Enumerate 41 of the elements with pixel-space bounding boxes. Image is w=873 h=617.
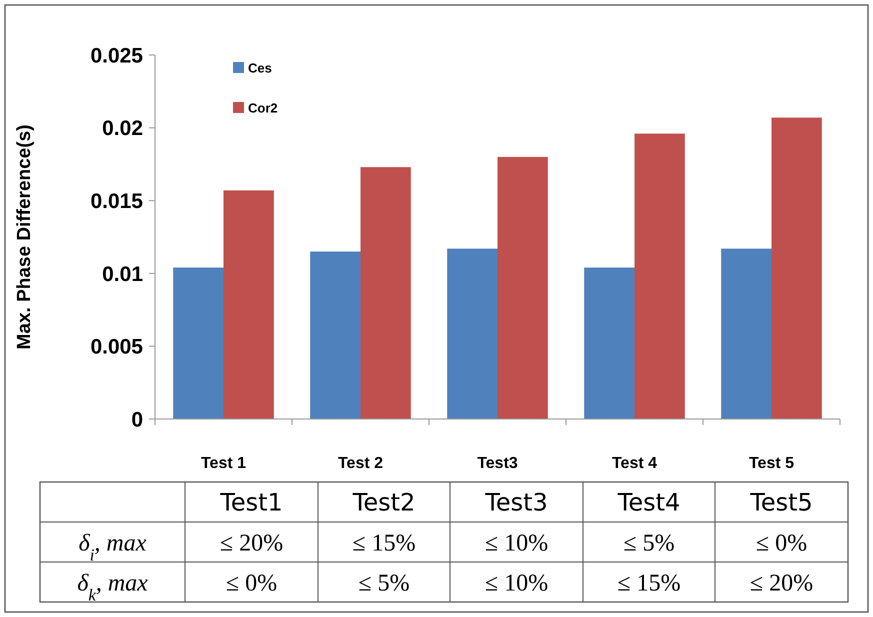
- x-tick-label: Test 2: [338, 455, 384, 472]
- x-tick-label: Test 5: [748, 455, 794, 472]
- text: Test5: [749, 488, 813, 516]
- bar: [310, 252, 360, 419]
- bar: [772, 118, 822, 419]
- text: δ$_{k}$, max: [77, 570, 148, 604]
- text: δ$_{i}$, max: [78, 530, 147, 564]
- y-tick-label: 0.005: [90, 336, 144, 359]
- text: ≤ 0%: [756, 530, 808, 556]
- text: ≤ 10%: [484, 530, 548, 556]
- text: ≤ 20%: [220, 530, 284, 556]
- y-tick-label: 0.01: [102, 262, 144, 286]
- x-tick-label: Test 4: [612, 455, 658, 472]
- x-tick-label: Test 1: [200, 455, 246, 472]
- legend-label: Ces: [248, 60, 272, 76]
- text: Test3: [484, 488, 548, 516]
- y-tick-label: 0: [131, 408, 143, 432]
- text: ≤ 10%: [484, 570, 548, 596]
- y-tick-label: 0.015: [90, 190, 144, 213]
- text: Test2: [352, 488, 416, 516]
- text: Test1: [219, 488, 283, 516]
- legend-label: Cor2: [248, 100, 278, 116]
- bar: [173, 268, 224, 419]
- text: ≤ 15%: [617, 570, 681, 596]
- bar: [584, 268, 634, 419]
- text: ≤ 15%: [352, 530, 416, 556]
- text: ≤ 5%: [358, 570, 410, 596]
- text: ≤ 20%: [750, 570, 814, 596]
- y-tick-label: 0.02: [102, 117, 143, 140]
- bar: [224, 190, 274, 419]
- bar: [721, 248, 772, 419]
- bar: [634, 134, 685, 419]
- text: Test4: [616, 488, 680, 516]
- bar: [360, 167, 411, 419]
- bar: [498, 156, 548, 419]
- text: ≤ 5%: [623, 530, 675, 556]
- y-axis-title: Max. Phase Difference(s): [14, 124, 35, 350]
- x-tick-label: Test3: [477, 455, 518, 472]
- bar: [447, 248, 498, 419]
- y-tick-label: 0.025: [90, 44, 144, 68]
- text: ≤ 0%: [226, 570, 278, 596]
